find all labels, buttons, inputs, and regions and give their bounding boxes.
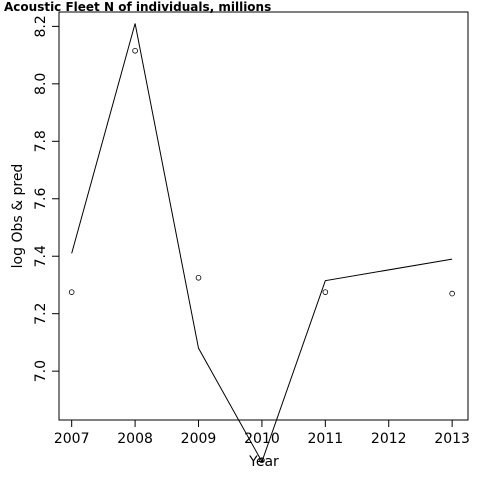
y-tick-label: 8.2 [33,15,49,37]
observed-point [68,289,75,295]
plot-marks [68,23,455,464]
y-tick-label: 7.8 [33,130,49,152]
observed-point [132,47,138,54]
y-axis-label: log Obs & pred [10,164,26,269]
x-axis: 2007 2008 2009 2010 2011 2012 2013 [54,420,470,447]
x-tick-label: 2008 [117,431,153,447]
y-axis: 7.0 7.2 7.4 7.6 7.8 8.0 8.2 [33,15,59,382]
x-tick-label: 2012 [371,431,407,447]
x-tick-label: 2009 [181,431,217,447]
predicted-line [71,23,453,463]
x-tick-label: 2007 [54,431,90,447]
y-tick-label: 7.0 [33,360,49,382]
observed-point [195,274,202,281]
x-tick-label: 2013 [434,431,470,447]
observed-point [449,290,455,297]
chart-title: Acoustic Fleet N of individuals, million… [4,0,271,14]
y-tick-label: 7.2 [33,303,49,325]
observed-point [322,289,329,295]
y-tick-label: 8.0 [33,73,49,95]
y-tick-label: 7.4 [33,245,49,267]
plot-frame [58,11,469,421]
y-tick-label: 7.6 [33,188,49,210]
x-tick-label: 2011 [308,431,344,447]
